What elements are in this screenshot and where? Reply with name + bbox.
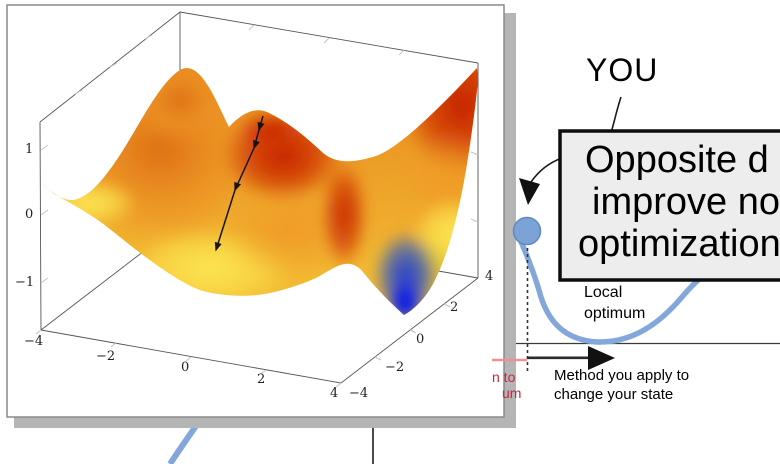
foreground-marks (492, 178, 615, 372)
y-tick-4: 4 (485, 269, 494, 284)
local-optimum-label-line1: Local (584, 284, 623, 301)
callout-box (558, 129, 780, 282)
z-tick-1: 1 (25, 142, 34, 157)
y-tick-2: 2 (450, 300, 459, 315)
local-optimum-label-line2: optimum (584, 305, 646, 322)
y-tick-m4: −4 (349, 386, 369, 401)
red-label-fragment-line2: um (502, 385, 522, 401)
method-label-line1: Method you apply to (554, 367, 690, 384)
x-tick-4: 4 (330, 386, 339, 401)
z-tick-m1: −1 (15, 275, 35, 290)
red-label-fragment-line1: n to (492, 369, 516, 385)
panel-shadow-bottom (14, 417, 516, 428)
you-label: YOU (586, 52, 659, 88)
method-label-line2: change your state (554, 386, 674, 403)
you-arrow-head (519, 178, 540, 205)
z-tick-0: 0 (25, 207, 34, 222)
panel-shadow-right (504, 13, 516, 428)
method-arrow-head (588, 346, 615, 370)
valley-curve (495, 194, 707, 345)
gradient-descent-trajectory (214, 115, 265, 252)
x-tick-m2: −2 (96, 349, 116, 364)
callout-text-line3: optimization (578, 223, 780, 265)
state-dot (512, 216, 542, 246)
plot-tick-marks (35, 24, 479, 388)
x-tick-0: 0 (181, 360, 190, 375)
callout-text-line1: Opposite d (585, 139, 769, 181)
y-tick-m2: −2 (385, 360, 405, 375)
x-tick-m4: −4 (24, 334, 44, 349)
x-tick-2: 2 (257, 372, 266, 387)
y-tick-0: 0 (416, 332, 425, 347)
callout-text-line2: improve no (592, 181, 780, 223)
